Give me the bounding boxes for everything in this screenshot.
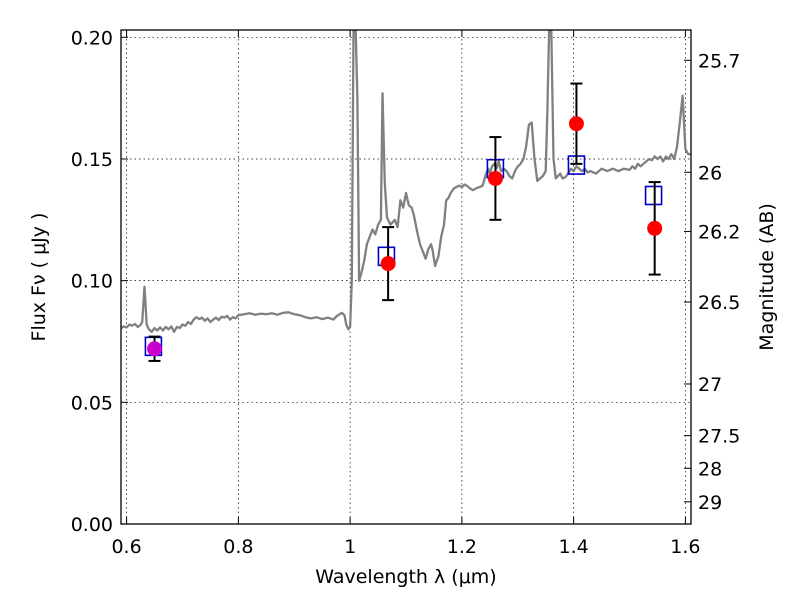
y-tick-label: 0.20 <box>71 27 113 49</box>
y-tick-label: 0.00 <box>71 514 113 536</box>
mag-tick-label: 25.7 <box>698 50 740 72</box>
x-tick-label: 0.6 <box>111 536 141 558</box>
mag-tick-label: 27.5 <box>698 426 740 448</box>
y-axis-label: Flux Fν ( μJy ) <box>28 213 50 342</box>
y-tick-label: 0.10 <box>71 271 113 293</box>
x-axis-label: Wavelength λ (μm) <box>315 566 496 588</box>
mag-tick-label: 26 <box>698 162 722 184</box>
observed-flux-point <box>147 341 163 357</box>
x-tick-label: 1.6 <box>670 536 700 558</box>
y-tick-label: 0.15 <box>71 149 113 171</box>
observed-flux-point <box>487 170 503 186</box>
x-tick-label: 1 <box>344 536 356 558</box>
y2-axis-label: Magnitude (AB) <box>756 203 778 351</box>
data-marks <box>144 82 663 362</box>
model-square-point <box>644 185 663 206</box>
mag-tick-label: 27 <box>698 374 722 396</box>
x-tick-label: 1.2 <box>447 536 477 558</box>
mag-tick-label: 26.5 <box>698 292 740 314</box>
x-tick-label: 1.4 <box>559 536 589 558</box>
x-tick-label: 0.8 <box>223 536 253 558</box>
observed-flux-point <box>380 256 396 272</box>
plot-frame <box>120 29 692 525</box>
observed-flux-point <box>568 116 584 132</box>
y-tick-label: 0.05 <box>71 392 113 414</box>
mag-tick-label: 29 <box>698 492 722 514</box>
axis-ticks: 0.6 0.8 1 1.2 1.4 1.6 0.00 0.05 0.10 0.15 0.20 25.7… <box>71 27 741 558</box>
observed-flux-point <box>647 220 663 236</box>
mag-tick-label: 28 <box>698 458 722 480</box>
mag-tick-label: 26.2 <box>698 221 740 243</box>
